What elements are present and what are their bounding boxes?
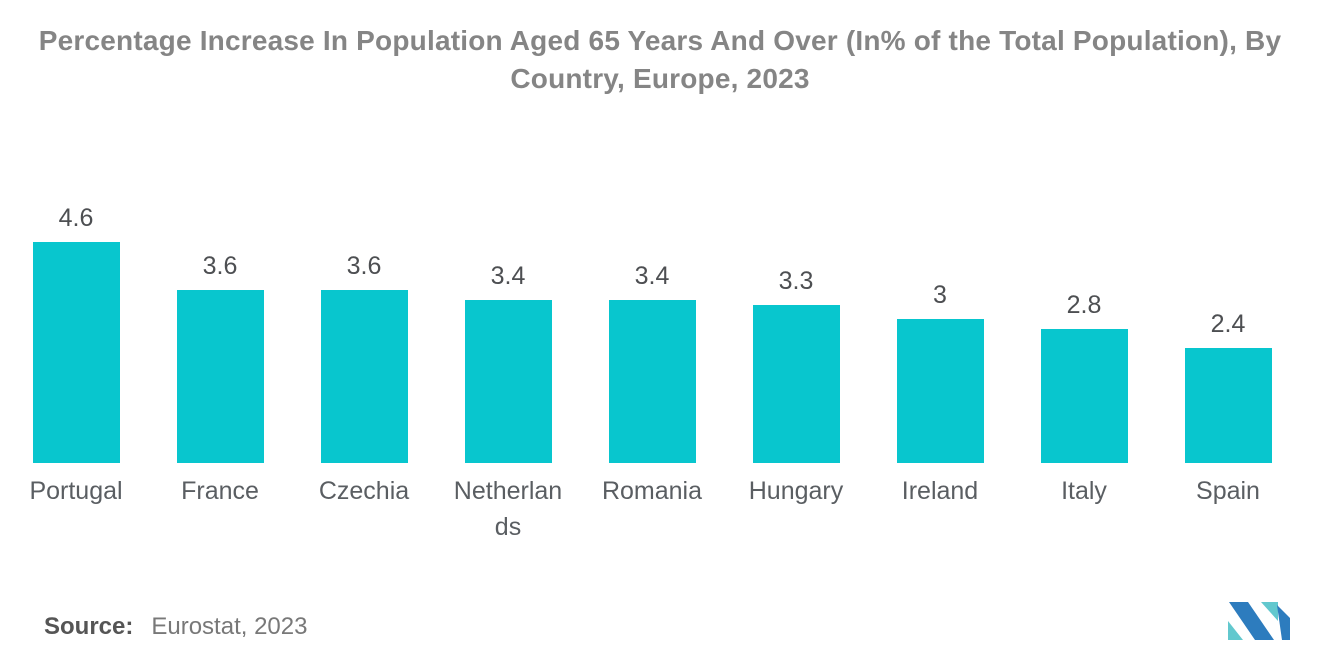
category-label: Ireland: [868, 473, 1012, 546]
bar: [176, 290, 264, 463]
bar-group: 3.4: [580, 262, 724, 463]
category-label: Romania: [580, 473, 724, 546]
category-label: Portugal: [4, 473, 148, 546]
bar-group: 4.6: [4, 204, 148, 463]
category-label: Spain: [1156, 473, 1300, 546]
bar-group: 3.6: [148, 252, 292, 463]
bar: [896, 319, 984, 463]
bar-value-label: 3: [933, 281, 947, 309]
bar-group: 3.6: [292, 252, 436, 463]
category-label: Netherlands: [436, 473, 580, 546]
chart-title: Percentage Increase In Population Aged 6…: [38, 25, 1282, 94]
category-label: Hungary: [724, 473, 868, 546]
category-labels-row: Portugal France Czechia Netherlands Romania H…: [4, 473, 1300, 546]
bar-group: 2.4: [1156, 310, 1300, 463]
source-note: Source: Eurostat, 2023: [44, 613, 307, 641]
category-label: France: [148, 473, 292, 546]
bar: [464, 299, 552, 463]
source-label: Source:: [44, 613, 134, 640]
category-label-text: France: [181, 477, 259, 505]
category-label-text: Italy: [1061, 477, 1107, 505]
bar-value-label: 3.3: [778, 266, 814, 295]
bar: [1040, 328, 1128, 463]
category-label: Czechia: [292, 473, 436, 546]
mordor-intelligence-logo: [1228, 602, 1290, 640]
category-label: Italy: [1012, 473, 1156, 546]
bars-row: 4.6 3.6 3.6 3.4 3.4 3.3 3 2.8 2.4: [4, 0, 1300, 463]
category-label-text: Portugal: [29, 477, 123, 505]
category-label-text: Hungary: [748, 477, 844, 505]
bar-value-label: 4.6: [58, 204, 94, 233]
bar-group: 2.8: [1012, 291, 1156, 463]
category-label-text: Romania: [601, 477, 703, 505]
bar-value-label: 2.4: [1210, 309, 1246, 338]
bar-value-label: 3.4: [490, 261, 526, 290]
bar: [32, 242, 120, 463]
category-label-text: Czechia: [318, 477, 410, 505]
category-label-text: Spain: [1196, 477, 1260, 505]
bar-group: 3.3: [724, 267, 868, 463]
bar: [608, 299, 696, 463]
category-label-text: Netherlands: [453, 477, 563, 542]
bar-group: 3: [868, 281, 1012, 463]
bar-value-label: 3.6: [202, 252, 238, 281]
bar: [320, 290, 408, 463]
category-label-text: Ireland: [901, 477, 979, 505]
source-value: Eurostat, 2023: [151, 613, 308, 640]
bar: [752, 304, 840, 463]
bar-value-label: 2.8: [1066, 290, 1102, 319]
bar-value-label: 3.6: [346, 252, 382, 281]
bar-group: 3.4: [436, 262, 580, 463]
bar-value-label: 3.4: [634, 261, 670, 290]
bar: [1184, 347, 1272, 463]
